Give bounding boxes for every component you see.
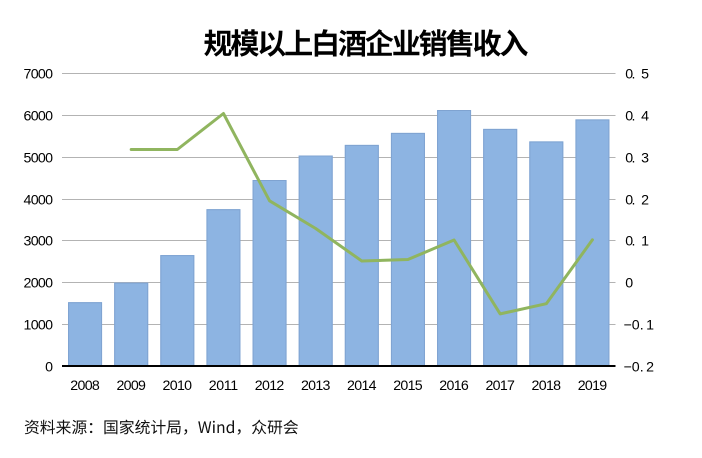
svg-text:5000: 5000 <box>24 151 54 167</box>
svg-text:2019: 2019 <box>578 378 608 394</box>
svg-text:2015: 2015 <box>393 378 423 394</box>
svg-text:2016: 2016 <box>439 378 469 394</box>
svg-text:2008: 2008 <box>70 378 100 394</box>
svg-text:−0.2: −0.2 <box>624 360 655 376</box>
svg-text:2010: 2010 <box>163 378 193 394</box>
svg-text:2014: 2014 <box>347 378 377 394</box>
svg-text:4000: 4000 <box>24 193 54 209</box>
svg-text:2011: 2011 <box>209 378 239 394</box>
svg-text:2012: 2012 <box>255 378 285 394</box>
svg-text:0: 0 <box>625 276 633 292</box>
svg-text:−0.1: −0.1 <box>624 318 655 334</box>
svg-text:0: 0 <box>45 360 53 376</box>
svg-text:6000: 6000 <box>24 109 54 125</box>
svg-text:2013: 2013 <box>301 378 331 394</box>
svg-text:2000: 2000 <box>24 276 54 292</box>
svg-text:2009: 2009 <box>116 378 146 394</box>
svg-text:2017: 2017 <box>485 378 515 394</box>
svg-text:7000: 7000 <box>24 67 54 83</box>
svg-text:3000: 3000 <box>24 234 54 250</box>
svg-text:1000: 1000 <box>24 318 54 334</box>
svg-text:2018: 2018 <box>532 378 562 394</box>
